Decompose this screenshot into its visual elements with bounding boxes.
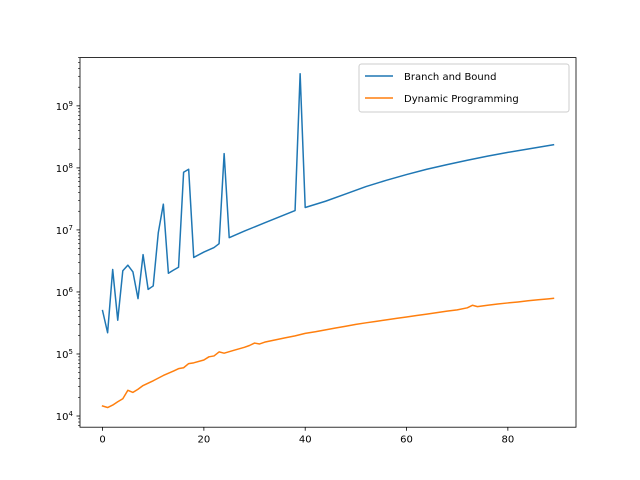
y-tick-label-exponent: 5 (69, 348, 73, 356)
y-tick-label: 106 (56, 286, 74, 299)
series-line-dynamic-programming (101, 297, 555, 409)
y-tick-label: 109 (56, 100, 73, 113)
y-tick-label-exponent: 4 (69, 410, 74, 418)
x-tick-label: 40 (299, 435, 312, 446)
series-line-branch-and-bound (101, 72, 555, 334)
y-tick-label: 108 (56, 162, 73, 175)
y-tick-label-base: 10 (56, 226, 69, 237)
y-tick-label: 105 (56, 348, 73, 361)
legend-label-dynamic-programming: Dynamic Programming (404, 94, 519, 105)
x-tick-label: 20 (198, 435, 211, 446)
y-tick-label-base: 10 (56, 350, 69, 361)
y-tick-label-exponent: 6 (69, 286, 74, 294)
y-tick-label-base: 10 (56, 288, 69, 299)
x-tick-label: 60 (400, 435, 413, 446)
y-tick-label-exponent: 7 (69, 224, 73, 232)
x-tick-label: 80 (501, 435, 514, 446)
y-tick-label-base: 10 (56, 164, 69, 175)
x-tick-label: 0 (99, 435, 105, 446)
legend-box (358, 63, 570, 113)
legend-label-branch-and-bound: Branch and Bound (404, 72, 496, 83)
series-layer (101, 72, 555, 409)
legend: Branch and Bound Dynamic Programming (358, 63, 570, 113)
y-tick-label-exponent: 8 (69, 162, 73, 170)
y-tick-label-exponent: 9 (69, 100, 73, 108)
y-tick-label-base: 10 (56, 412, 69, 423)
y-tick-label-base: 10 (56, 102, 69, 113)
y-tick-label: 104 (56, 410, 74, 423)
plot-frame (79, 57, 577, 428)
y-tick-label: 107 (56, 224, 73, 237)
